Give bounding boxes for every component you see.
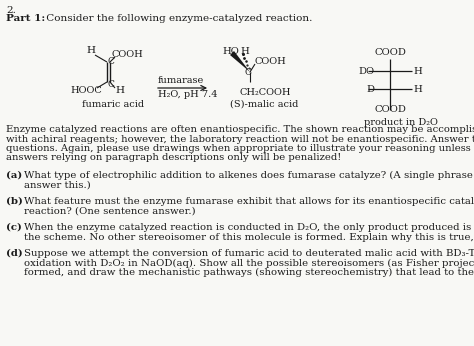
Text: (c): (c) [6,223,22,232]
Text: (d): (d) [6,249,23,258]
Text: H: H [86,46,95,55]
Text: product in D₂O: product in D₂O [364,118,438,127]
Text: What feature must the enzyme fumarase exhibit that allows for its enantiospecifi: What feature must the enzyme fumarase ex… [24,197,474,206]
Text: C: C [245,68,252,77]
Text: C: C [108,57,115,66]
Text: the scheme. No other stereoisomer of this molecule is formed. Explain why this i: the scheme. No other stereoisomer of thi… [24,233,474,242]
Text: H₂O, pH 7.4: H₂O, pH 7.4 [158,90,218,99]
Text: What type of electrophilic addition to alkenes does fumarase catalyze? (A single: What type of electrophilic addition to a… [24,171,474,180]
Text: Part 1:: Part 1: [6,14,45,23]
Text: Consider the following enzyme-catalyzed reaction.: Consider the following enzyme-catalyzed … [43,14,312,23]
Text: formed, and draw the mechanistic pathways (showing stereochemistry) that lead to: formed, and draw the mechanistic pathway… [24,268,474,277]
Text: (a): (a) [6,171,22,180]
Text: H: H [115,86,124,95]
Text: DO: DO [358,67,374,76]
Text: Suppose we attempt the conversion of fumaric acid to deuterated malic acid with : Suppose we attempt the conversion of fum… [24,249,474,258]
Text: COOH: COOH [255,57,287,66]
Text: answers relying on paragraph descriptions only will be penalized!: answers relying on paragraph description… [6,154,341,163]
Text: H: H [413,85,422,94]
Text: answer this.): answer this.) [24,181,91,190]
Text: COOD: COOD [375,48,407,57]
Text: Enzyme catalyzed reactions are often enantiospecific. The shown reaction may be : Enzyme catalyzed reactions are often ena… [6,125,474,134]
Text: CH₂COOH: CH₂COOH [240,88,292,97]
Text: with achiral reagents; however, the laboratory reaction will not be enantiospeci: with achiral reagents; however, the labo… [6,135,474,144]
Text: H: H [240,47,249,56]
Text: (b): (b) [6,197,23,206]
Text: fumarase: fumarase [158,76,204,85]
Text: D: D [366,85,374,94]
Text: C: C [108,80,115,89]
Text: oxidation with D₂O₂ in NaOD(aq). Show all the possible stereoisomers (as Fisher : oxidation with D₂O₂ in NaOD(aq). Show al… [24,258,474,267]
Text: questions. Again, please use drawings when appropriate to illustrate your reason: questions. Again, please use drawings wh… [6,144,474,153]
Text: fumaric acid: fumaric acid [82,100,144,109]
Text: HO: HO [222,47,239,56]
Text: reaction? (One sentence answer.): reaction? (One sentence answer.) [24,207,196,216]
Text: COOD: COOD [375,105,407,114]
Text: HOOC: HOOC [70,86,102,95]
Text: COOH: COOH [112,50,144,59]
Text: (S)-malic acid: (S)-malic acid [230,100,298,109]
Text: When the enzyme catalyzed reaction is conducted in D₂O, the only product produce: When the enzyme catalyzed reaction is co… [24,223,474,232]
Polygon shape [230,51,250,72]
Text: H: H [413,67,422,76]
Text: 2.: 2. [6,6,16,15]
